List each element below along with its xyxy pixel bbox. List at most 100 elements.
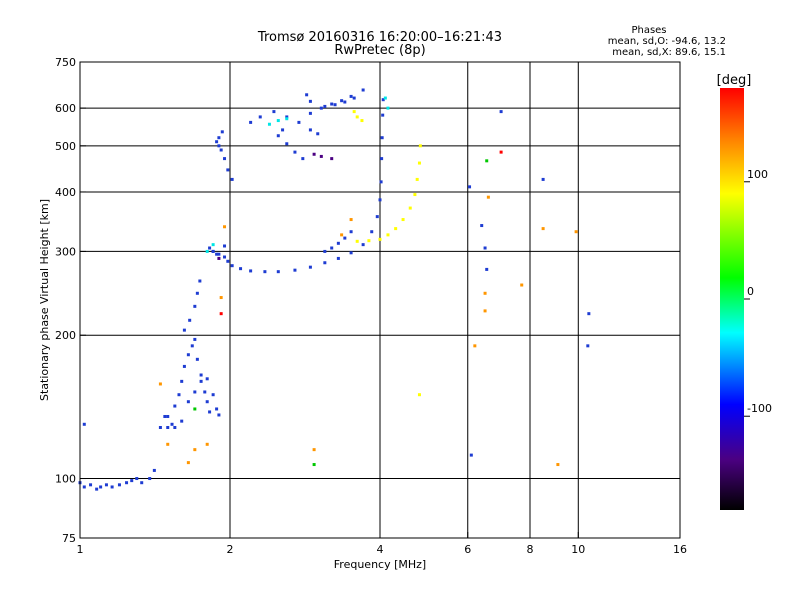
data-point xyxy=(323,249,327,253)
colorbar-tick-label: -100 xyxy=(747,402,772,415)
data-point xyxy=(219,148,223,152)
data-point xyxy=(173,425,177,429)
data-point xyxy=(586,344,590,348)
data-point xyxy=(217,252,221,256)
data-point xyxy=(223,225,227,229)
data-point xyxy=(394,227,398,231)
data-point xyxy=(135,477,139,481)
data-point xyxy=(336,256,340,260)
colorbar-label: [deg] xyxy=(717,73,752,88)
data-point xyxy=(340,233,344,237)
data-point xyxy=(182,328,186,332)
data-point xyxy=(217,256,221,260)
data-point xyxy=(417,161,421,165)
data-point xyxy=(182,364,186,368)
phases-x-stats: mean, sd,X: 89.6, 15.1 xyxy=(612,47,726,58)
data-point xyxy=(258,115,262,119)
data-point xyxy=(130,479,134,483)
data-point xyxy=(383,96,387,100)
data-point xyxy=(166,414,170,418)
data-point xyxy=(415,177,419,181)
data-point xyxy=(293,268,297,272)
data-point xyxy=(267,122,271,126)
data-point xyxy=(330,157,334,161)
data-point xyxy=(305,93,309,97)
data-point xyxy=(205,249,209,253)
data-point xyxy=(293,150,297,154)
data-point xyxy=(483,246,487,250)
data-point xyxy=(276,270,280,274)
data-point xyxy=(158,382,162,386)
data-point xyxy=(297,120,301,124)
data-point xyxy=(193,304,197,308)
data-point xyxy=(166,442,170,446)
data-point xyxy=(211,249,215,253)
data-point xyxy=(379,180,383,184)
data-point xyxy=(378,237,382,241)
data-point xyxy=(195,357,199,361)
x-axis-label: Frequency [MHz] xyxy=(334,558,426,571)
data-point xyxy=(211,243,215,247)
data-point xyxy=(349,251,353,255)
data-point xyxy=(520,283,524,287)
y-tick-label: 400 xyxy=(55,186,76,199)
data-point xyxy=(378,198,382,202)
data-point xyxy=(173,404,177,408)
data-point xyxy=(226,259,230,263)
data-point xyxy=(468,185,472,189)
data-point xyxy=(203,390,207,394)
colorbar-ticks: 100 0 -100 xyxy=(744,168,772,417)
x-tick-label: 16 xyxy=(673,543,687,556)
data-point xyxy=(158,425,162,429)
data-point xyxy=(330,246,334,250)
y-axis-ticks: 75 100 200 300 400 500 600 750 xyxy=(55,56,86,545)
data-point xyxy=(483,309,487,313)
data-point xyxy=(308,265,312,269)
data-point xyxy=(587,312,591,316)
data-point xyxy=(401,218,405,222)
data-point xyxy=(208,410,212,414)
data-point xyxy=(180,419,184,423)
data-point xyxy=(263,270,267,274)
data-point xyxy=(82,485,86,489)
y-axis-label: Stationary phase Virtual Height [km] xyxy=(38,199,51,401)
data-point xyxy=(574,230,578,234)
colorbar xyxy=(720,88,744,510)
data-point xyxy=(104,483,108,487)
data-point xyxy=(473,344,477,348)
data-point xyxy=(386,233,390,237)
data-point xyxy=(375,215,379,219)
colorbar-tick-label: 0 xyxy=(747,285,754,298)
data-point xyxy=(485,267,489,271)
data-point xyxy=(360,119,364,123)
data-point xyxy=(352,110,356,114)
colorbar-tick-label: 100 xyxy=(747,168,768,181)
phases-o-stats: mean, sd,O: -94.6, 13.2 xyxy=(608,36,726,47)
grid-lines xyxy=(80,62,680,538)
data-point xyxy=(217,136,221,140)
data-point xyxy=(408,206,412,210)
x-tick-label: 6 xyxy=(464,543,471,556)
data-point xyxy=(99,485,103,489)
data-point xyxy=(195,291,199,295)
data-point xyxy=(117,483,121,487)
data-point xyxy=(205,442,209,446)
phases-title: Phases xyxy=(631,25,666,36)
data-point xyxy=(217,413,221,417)
x-tick-label: 1 xyxy=(77,543,84,556)
x-axis-ticks: 1 2 4 6 8 10 16 xyxy=(77,532,687,556)
data-point xyxy=(308,99,312,103)
x-tick-label: 8 xyxy=(527,543,534,556)
chart-title: Tromsø 20160316 16:20:00–16:21:43 xyxy=(257,30,502,45)
data-point xyxy=(285,142,289,146)
data-point xyxy=(281,128,285,132)
data-point xyxy=(370,230,374,234)
x-tick-label: 4 xyxy=(377,543,384,556)
data-point xyxy=(418,144,422,148)
data-point xyxy=(367,239,371,243)
y-tick-label: 200 xyxy=(55,329,76,342)
data-point xyxy=(556,463,560,467)
data-point xyxy=(217,144,221,148)
data-point xyxy=(226,168,230,172)
data-point xyxy=(110,485,114,489)
